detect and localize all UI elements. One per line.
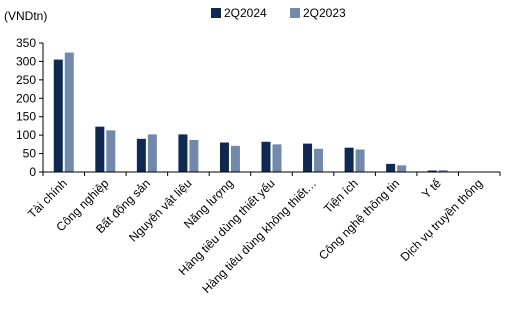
y-tick-label: 200 [16, 91, 36, 105]
bar-series-1 [344, 147, 354, 172]
legend-swatch-2q2024 [211, 8, 221, 18]
bars [53, 52, 448, 173]
legend-swatch-2q2023 [290, 8, 300, 18]
y-tick-label: 0 [29, 165, 36, 179]
y-unit-label: (VNDtn) [4, 9, 47, 23]
bar-series-2 [147, 134, 157, 172]
bar-series-2 [355, 149, 365, 172]
y-tick-label: 350 [16, 36, 36, 50]
legend: 2Q2024 2Q2023 [211, 6, 346, 20]
x-category-label: Công nghệ thông tin [316, 176, 402, 262]
bar-series-2 [314, 148, 324, 172]
bar-series-1 [136, 138, 146, 172]
y-axis: 0 50 100 150 200 250 300 350 [16, 36, 44, 179]
x-category-label: Dịch vụ truyền thông [398, 176, 486, 264]
bar-series-1 [386, 163, 396, 172]
bar-series-1 [53, 59, 63, 173]
bar-series-2 [397, 165, 407, 172]
legend-label-2q2024: 2Q2024 [224, 6, 267, 20]
bar-series-2 [438, 170, 448, 172]
x-category-label: Y tế [419, 176, 444, 201]
y-tick-label: 300 [16, 54, 36, 68]
bar-series-2 [230, 145, 240, 172]
bar-series-1 [219, 142, 229, 172]
bar-series-2 [272, 144, 282, 172]
bar-series-1 [261, 141, 271, 172]
y-tick-label: 250 [16, 73, 36, 87]
y-tick-label: 150 [16, 110, 36, 124]
bar-series-1 [95, 126, 105, 172]
y-tick-label: 50 [23, 147, 37, 161]
bar-series-1 [178, 134, 188, 172]
bar-series-1 [427, 170, 437, 172]
bar-series-2 [189, 139, 199, 172]
y-tick-label: 100 [16, 128, 36, 142]
bar-series-2 [106, 130, 116, 172]
x-category-label: Tiện ích [321, 176, 361, 216]
bar-series-2 [64, 52, 74, 172]
legend-label-2q2023: 2Q2023 [303, 6, 346, 20]
bar-series-1 [303, 143, 313, 172]
